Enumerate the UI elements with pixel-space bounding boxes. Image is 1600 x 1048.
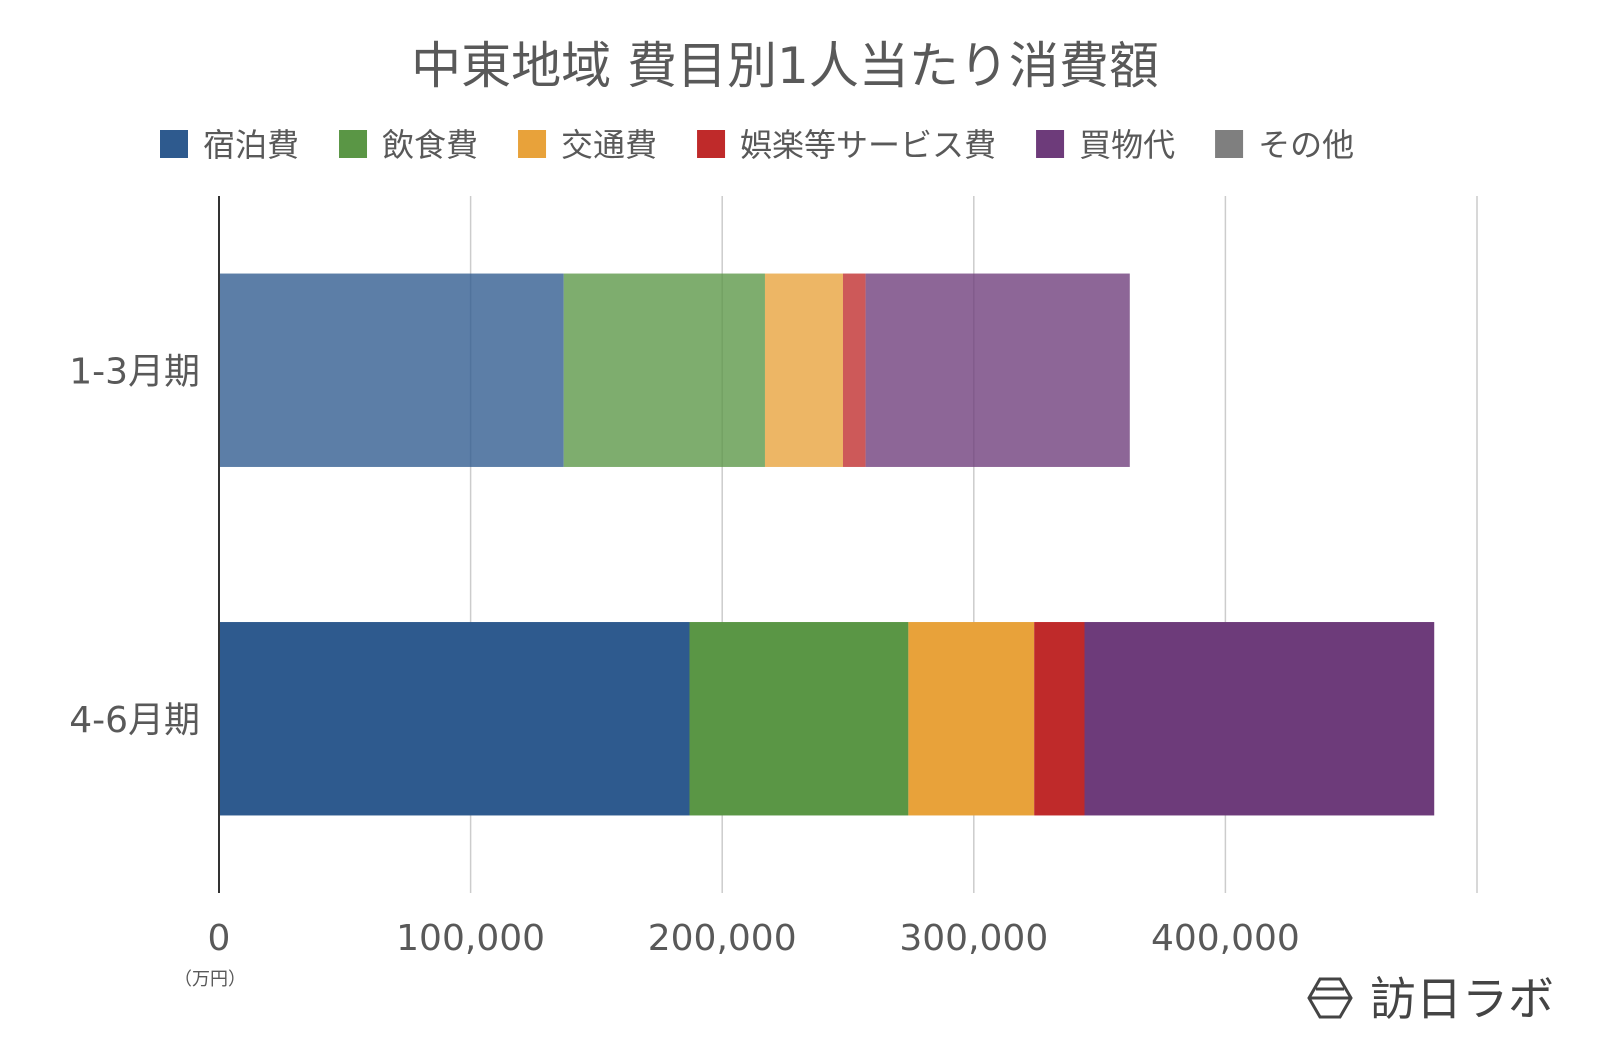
bar-segment [219,273,564,467]
bar-segment [908,622,1035,816]
x-tick-label: 100,000 [396,918,545,959]
category-label: 4-6月期 [69,700,200,741]
legend-swatch [1036,130,1065,158]
x-tick-labels: 0 100,000 200,000 300,000 400,000 [208,918,1300,959]
unit-label: （万円） [174,969,246,990]
bar-segment [865,273,1130,467]
legend-item: 宿泊費 [160,126,299,164]
legend-label: 宿泊費 [203,126,299,164]
legend-swatch [339,130,368,158]
legend-item: 娯楽等サービス費 [697,126,996,164]
bar-segment [764,273,843,467]
legend-swatch [518,130,547,158]
bar-segment [219,622,690,816]
bars [219,273,1435,816]
legend-label: 交通費 [561,126,657,164]
legend-label: 飲食費 [382,126,478,164]
bar-segment [689,622,909,816]
legend-item: 飲食費 [339,126,478,164]
legend-label: その他 [1258,126,1354,164]
category-label: 1-3月期 [69,351,200,392]
x-tick-label: 200,000 [648,918,797,959]
brand-logo: 訪日ラボ [1307,972,1554,1026]
hexagon-logo-icon [1307,977,1353,1019]
x-tick-label: 0 [208,918,231,959]
legend-label: 娯楽等サービス費 [740,126,996,164]
legend-item: 交通費 [518,126,657,164]
x-tick-label: 300,000 [899,918,1048,959]
legend-item: 買物代 [1036,126,1175,164]
bar-segment [842,273,866,467]
x-tick-label: 400,000 [1151,918,1300,959]
bar-segment [1034,622,1085,816]
chart-title: 中東地域 費目別1人当たり消費額 [411,37,1159,95]
bar-segment [563,273,765,467]
legend-swatch [697,130,726,158]
bar-segment [1084,622,1435,816]
legend: 宿泊費 飲食費 交通費 娯楽等サービス費 買物代 その他 [160,126,1354,164]
legend-swatch [1215,130,1244,158]
legend-item: その他 [1215,126,1354,164]
category-labels: 1-3月期 4-6月期 [69,351,200,741]
brand-logo-text: 訪日ラボ [1370,972,1554,1026]
legend-swatch [160,130,188,158]
legend-label: 買物代 [1079,126,1175,164]
